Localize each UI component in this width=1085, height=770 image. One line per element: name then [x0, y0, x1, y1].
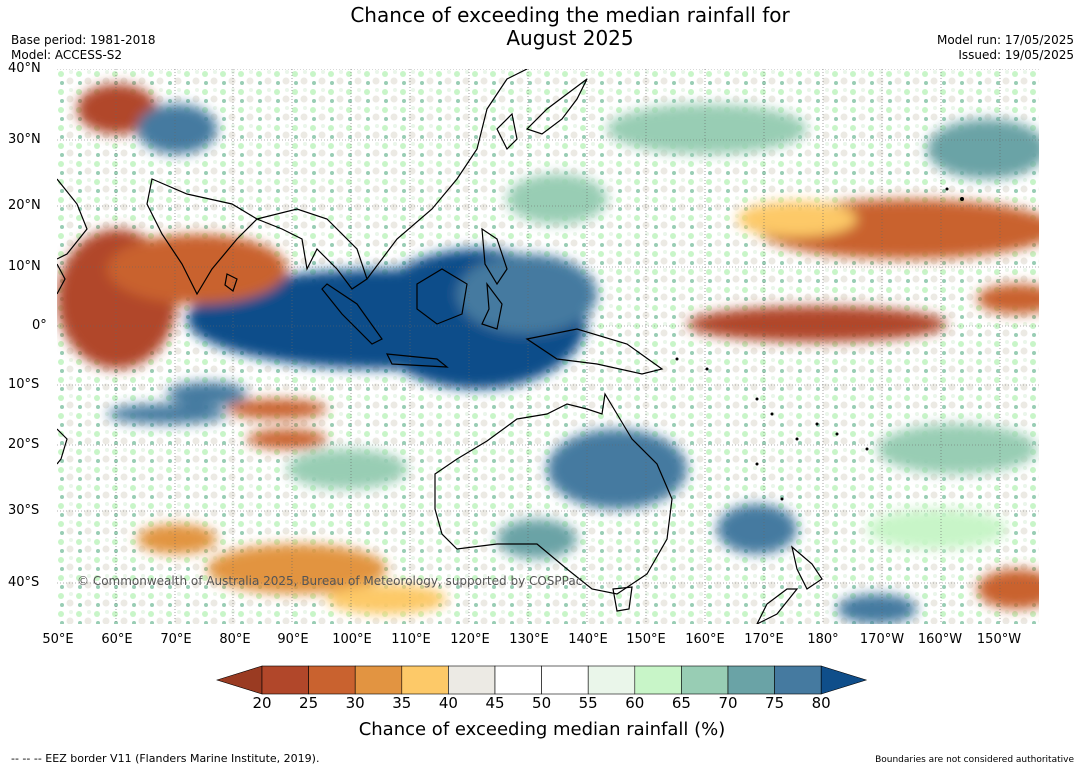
colorbar-tick-label: 75 [765, 694, 785, 712]
sumatra-coast [321, 283, 383, 345]
issued-date: Issued: 19/05/2025 [958, 48, 1074, 62]
lat-label-40n: 40°N [8, 61, 41, 76]
sri-lanka-coast [224, 273, 238, 292]
lat-label-20s: 20°S [8, 437, 40, 452]
korea-coast [496, 112, 518, 151]
colorbar-cell [308, 665, 356, 695]
colorbar-cell [261, 665, 309, 695]
colorbar-tick-label: 30 [345, 694, 365, 712]
meta-left: Base period: 1981-2018 Model: ACCESS-S2 [11, 33, 156, 63]
colorbar-tick-label: 25 [299, 694, 319, 712]
lat-label-10s: 10°S [8, 377, 40, 392]
madagascar-coast [56, 428, 68, 465]
eez-legend: -- -- -- EEZ border V11 (Flanders Marine… [11, 752, 320, 765]
lon-label-170w: 170°W [859, 632, 905, 647]
lon-label-140e: 140°E [568, 632, 608, 647]
sulawesi-coast [481, 281, 503, 330]
colorbar-over-triangle [820, 665, 868, 695]
india-coast [146, 178, 258, 296]
colorbar-cell [448, 665, 496, 695]
lon-label-110e: 110°E [391, 632, 431, 647]
lon-label-180: 180° [807, 632, 839, 647]
colorbar-tick-label: 50 [532, 694, 552, 712]
colorbar-tick-label: 55 [578, 694, 598, 712]
china-coast [366, 68, 528, 280]
colorbar-title: Chance of exceeding median rainfall (%) [358, 719, 726, 740]
colorbar-tick-label: 70 [718, 694, 738, 712]
colorbar-tick-label: 60 [625, 694, 645, 712]
lon-label-150e: 150°E [626, 632, 666, 647]
lon-label-80e: 80°E [219, 632, 251, 647]
africa-coast [56, 263, 66, 295]
lat-label-10n: 10°N [8, 259, 41, 274]
lat-label-30s: 30°S [8, 503, 40, 518]
nz-south-coast [755, 588, 799, 626]
japan-coast [525, 78, 588, 135]
colorbar-cell [681, 665, 729, 695]
colorbar-cell [541, 665, 589, 695]
nz-north-coast [791, 545, 823, 590]
lat-label-30n: 30°N [8, 132, 41, 147]
lon-label-150w: 150°W [976, 632, 1022, 647]
colorbar-cell [727, 665, 775, 695]
lon-label-90e: 90°E [277, 632, 309, 647]
lon-label-100e: 100°E [332, 632, 372, 647]
map-title: Chance of exceeding the median rainfall … [250, 4, 890, 50]
lat-label-40s: 40°S [8, 575, 40, 590]
colorbar-cell [774, 665, 822, 695]
base-period: Base period: 1981-2018 [11, 33, 156, 47]
rainfall-map [56, 68, 1057, 626]
lon-label-60e: 60°E [101, 632, 133, 647]
colorbar-cell [634, 665, 682, 695]
colorbar-cells [216, 665, 868, 695]
colorbar-tick-label: 40 [438, 694, 458, 712]
java-coast [385, 353, 449, 368]
lat-label-0: 0° [32, 318, 47, 333]
lon-label-160e: 160°E [685, 632, 725, 647]
lon-label-160w: 160°W [917, 632, 963, 647]
colorbar [216, 665, 868, 695]
indochina-coast [255, 208, 368, 290]
colorbar-cell [587, 665, 636, 695]
arabia-coast [56, 178, 88, 260]
lat-label-20n: 20°N [8, 198, 41, 213]
lon-label-120e: 120°E [450, 632, 490, 647]
philippines-coast [481, 227, 508, 286]
colorbar-tick-label: 20 [252, 694, 272, 712]
model-run: Model run: 17/05/2025 [936, 33, 1074, 47]
colorbar-under-triangle [216, 665, 263, 695]
boundaries-disclaimer: Boundaries are not considered authoritat… [875, 755, 1074, 765]
australia-coast [434, 392, 673, 595]
lon-label-50e: 50°E [42, 632, 74, 647]
map-title-line2: August 2025 [506, 26, 634, 50]
lon-label-170e: 170°E [744, 632, 784, 647]
colorbar-cell [494, 665, 542, 695]
colorbar-cell [354, 665, 403, 695]
coastlines [56, 68, 823, 626]
graticule [57, 68, 1039, 624]
colorbar-tick-label: 80 [811, 694, 831, 712]
meta-right: Model run: 17/05/2025 Issued: 19/05/2025 [937, 33, 1074, 63]
colorbar-cell [401, 665, 449, 695]
copyright-notice: © Commonwealth of Australia 2025, Bureau… [77, 574, 583, 588]
tasmania-coast [612, 586, 633, 612]
lon-label-70e: 70°E [160, 632, 192, 647]
colorbar-tick-label: 65 [671, 694, 691, 712]
borneo-coast [416, 268, 468, 325]
map-svg [56, 68, 1057, 626]
rainfall-field [57, 84, 1057, 624]
pacific-islands [675, 187, 964, 501]
colorbar-tick-label: 45 [485, 694, 505, 712]
map-title-line1: Chance of exceeding the median rainfall … [350, 3, 790, 27]
colorbar-tick-label: 35 [392, 694, 412, 712]
lon-label-130e: 130°E [509, 632, 549, 647]
new-guinea-coast [525, 328, 664, 375]
model-name: Model: ACCESS-S2 [11, 48, 123, 62]
